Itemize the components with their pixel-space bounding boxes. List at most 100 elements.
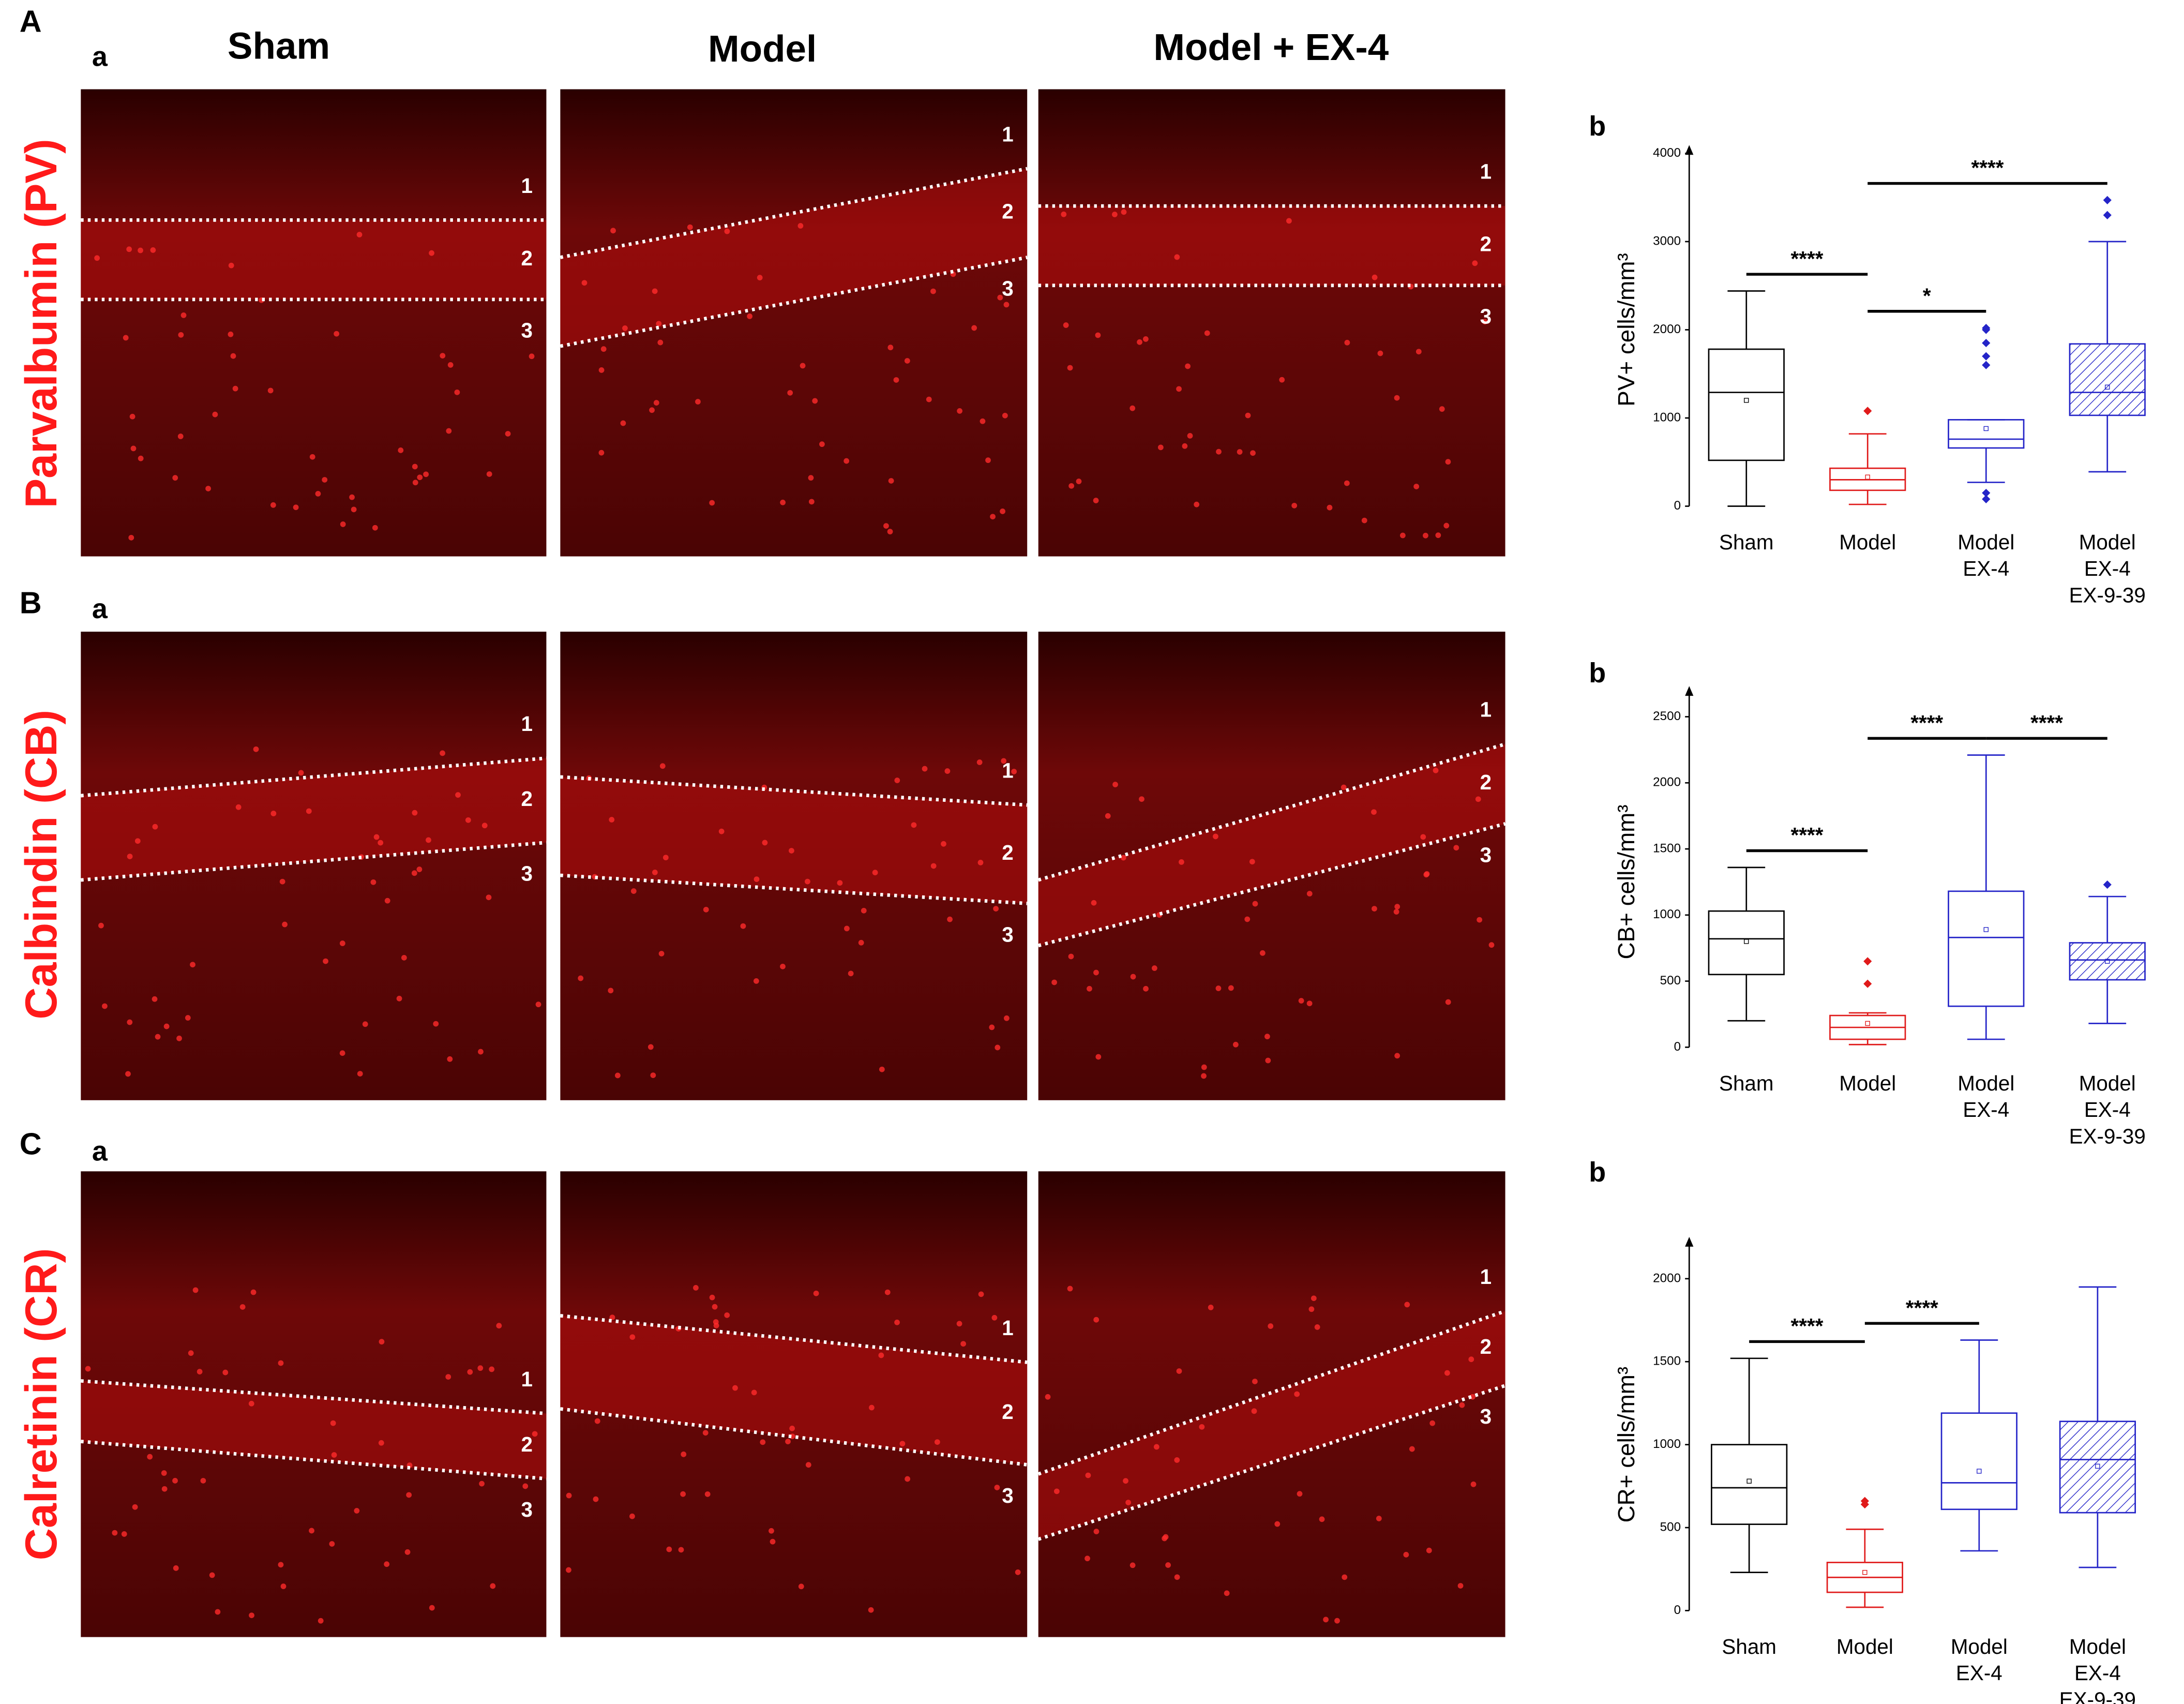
axis-arrow (1685, 1236, 1694, 1247)
x-tick-label: Model (1957, 530, 2014, 554)
cell (479, 1481, 485, 1487)
layer-boundary (81, 1440, 547, 1481)
cell (751, 1389, 757, 1396)
cell (1105, 813, 1111, 819)
cell (447, 1056, 453, 1062)
cell (417, 474, 423, 481)
cell (1112, 212, 1118, 217)
cell (1393, 909, 1399, 915)
cell (1093, 1529, 1099, 1534)
cell (253, 746, 259, 752)
cell (1488, 942, 1495, 948)
cell (1208, 1304, 1214, 1310)
cell (1265, 1057, 1271, 1064)
layer-label: 3 (1002, 276, 1013, 300)
cell (267, 387, 274, 394)
cell (1232, 1041, 1239, 1048)
cell (614, 1072, 621, 1079)
layer-label: 3 (521, 1498, 532, 1521)
cell (384, 1561, 390, 1567)
outlier (1982, 488, 1991, 498)
stain-label: Calretinin (CR) (17, 1248, 66, 1561)
significance-label: **** (1791, 247, 1824, 271)
y-tick-label: 500 (1660, 974, 1681, 988)
cell (1085, 1472, 1091, 1478)
cell (205, 486, 211, 491)
cell (339, 940, 345, 946)
outlier (1982, 338, 1991, 348)
mean (1977, 1469, 1982, 1474)
cell (230, 353, 236, 359)
cell (976, 759, 983, 765)
cell (1174, 254, 1180, 260)
cell (787, 390, 793, 396)
cell (188, 1350, 194, 1356)
cell (455, 792, 461, 798)
significance-label: * (1923, 283, 1931, 307)
cell (1095, 1054, 1102, 1060)
layer-boundary (560, 167, 1028, 259)
layer-label: 1 (1002, 758, 1013, 782)
x-tick-label: EX-4 (1963, 1098, 2009, 1122)
cell (396, 995, 402, 1002)
cell (232, 385, 238, 392)
y-tick-label: 2000 (1653, 775, 1681, 789)
cell (904, 358, 910, 364)
y-tick-label: 0 (1674, 1040, 1681, 1054)
x-tick-label: EX-9-39 (2069, 583, 2146, 607)
outlier (2103, 196, 2112, 204)
cell (197, 1369, 203, 1374)
y-tick-label: 1000 (1653, 410, 1681, 424)
cell (481, 823, 488, 829)
cell (656, 321, 662, 327)
cell (378, 840, 384, 846)
layer-label: 3 (521, 862, 532, 886)
cell (1182, 443, 1188, 449)
column-header: Model (708, 28, 817, 70)
cell (695, 399, 701, 405)
cell (278, 1360, 284, 1366)
cell (478, 1049, 484, 1055)
cell (1199, 1424, 1205, 1430)
cell (808, 475, 814, 481)
cell (1298, 998, 1304, 1004)
cell (1251, 1408, 1257, 1414)
cell (150, 247, 156, 253)
cell (1130, 974, 1136, 980)
axis-arrow (1685, 686, 1694, 696)
box (1948, 419, 2025, 449)
cell (872, 870, 878, 876)
cell (1279, 377, 1285, 383)
cell (1139, 796, 1144, 802)
y-tick-label: 2000 (1653, 1271, 1681, 1285)
cell (995, 1044, 1001, 1051)
cell (687, 224, 693, 230)
cell (129, 413, 135, 420)
y-axis-label: CR+ cells/mm³ (1613, 1367, 1639, 1523)
cell (138, 247, 143, 253)
mean (2095, 1463, 2100, 1469)
y-tick-label: 1000 (1653, 907, 1681, 921)
layer-boundary (81, 841, 547, 882)
cell (724, 228, 730, 234)
cell (659, 763, 666, 769)
cell (1165, 1562, 1171, 1568)
cell (789, 1425, 795, 1431)
cell (163, 1023, 170, 1029)
cell (650, 1072, 656, 1078)
cell (1085, 1556, 1090, 1562)
layer-label: 1 (1480, 1265, 1492, 1289)
cell (529, 353, 535, 360)
cell (486, 894, 492, 901)
cell (1095, 332, 1101, 338)
cell (490, 1583, 496, 1589)
layer-boundary (1037, 1384, 1506, 1541)
stain-label: Calbindin (CB) (17, 710, 66, 1020)
box (2059, 1421, 2136, 1514)
cell (1250, 450, 1256, 456)
layer-label: 3 (1002, 922, 1013, 946)
cell (384, 898, 390, 904)
cell (123, 335, 129, 341)
box (1708, 348, 1785, 461)
